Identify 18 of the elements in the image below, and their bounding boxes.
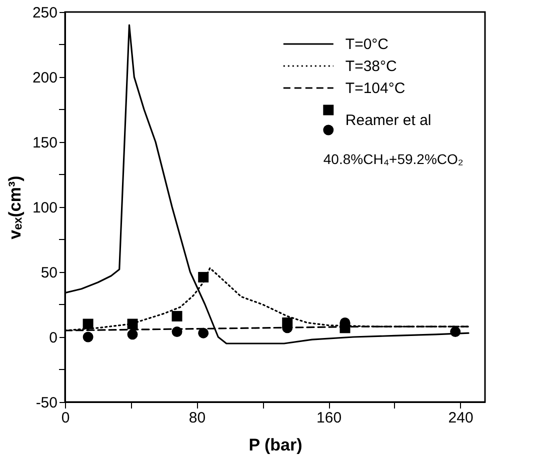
- y-tick-label: 0: [49, 330, 58, 346]
- x-tick-label: 160: [316, 410, 342, 426]
- legend-label: Reamer et al: [345, 112, 432, 129]
- y-tick-label: 200: [32, 70, 58, 86]
- legend-label: T=38°C: [345, 58, 398, 75]
- y-axis-title: vₑₓ(cm³): [5, 176, 24, 240]
- x-axis-title: P (bar): [248, 436, 302, 454]
- y-tick-label: 250: [32, 4, 58, 22]
- y-tick-label: -50: [36, 394, 58, 412]
- x-tick-label: 0: [61, 410, 70, 426]
- annotation: 40.8%CH₄+59.2%CO₂: [323, 151, 464, 167]
- legend-label: T=0°C: [345, 36, 389, 53]
- y-tick-label: 100: [32, 200, 58, 216]
- x-tick-label: 80: [188, 410, 206, 426]
- legend-label: T=104°C: [345, 80, 406, 97]
- y-tick-label: 50: [40, 264, 58, 282]
- y-tick-label: 150: [32, 134, 58, 152]
- x-tick-label: 240: [448, 410, 474, 426]
